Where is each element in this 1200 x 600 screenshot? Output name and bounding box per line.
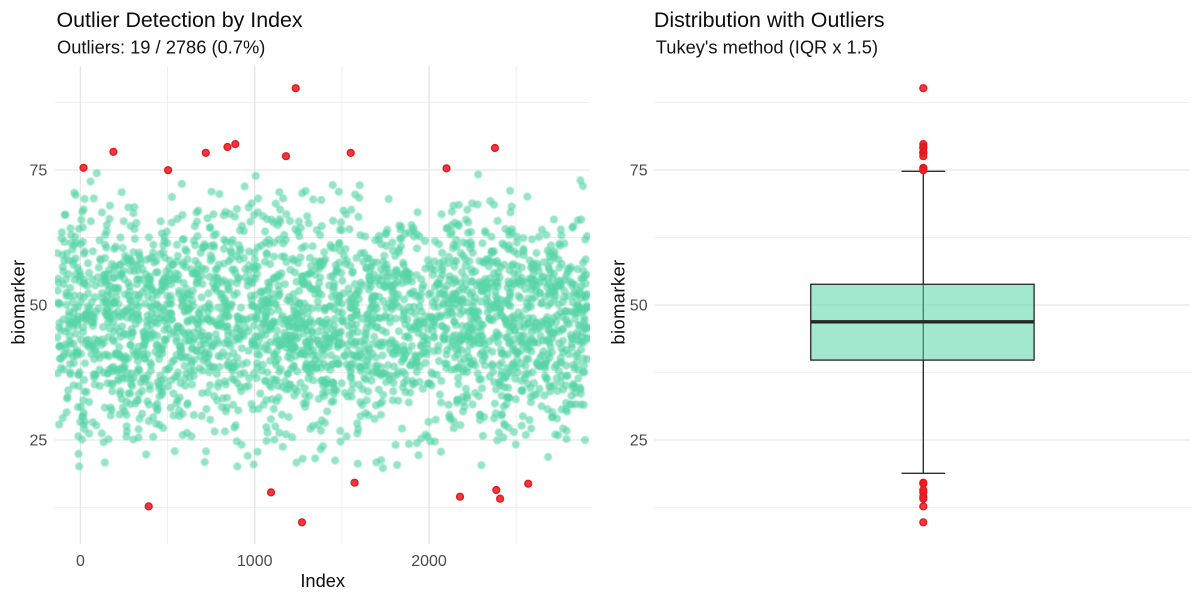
svg-text:25: 25	[30, 433, 48, 450]
svg-text:50: 50	[630, 298, 648, 315]
svg-text:Index: Index	[300, 570, 345, 591]
svg-text:2000: 2000	[411, 553, 447, 570]
svg-text:75: 75	[630, 163, 648, 180]
svg-text:Outlier Detection by Index: Outlier Detection by Index	[57, 8, 303, 32]
svg-text:Distribution with Outliers: Distribution with Outliers	[654, 8, 885, 32]
svg-text:75: 75	[30, 163, 48, 180]
svg-text:Outliers: 19 / 2786 (0.7%): Outliers: 19 / 2786 (0.7%)	[57, 37, 265, 58]
svg-text:Tukey's method (IQR x 1.5): Tukey's method (IQR x 1.5)	[656, 37, 878, 58]
svg-text:1000: 1000	[237, 553, 273, 570]
svg-text:25: 25	[630, 433, 648, 450]
svg-text:biomarker: biomarker	[608, 259, 629, 344]
svg-text:0: 0	[76, 553, 85, 570]
svg-text:50: 50	[30, 298, 48, 315]
svg-text:biomarker: biomarker	[8, 259, 29, 344]
